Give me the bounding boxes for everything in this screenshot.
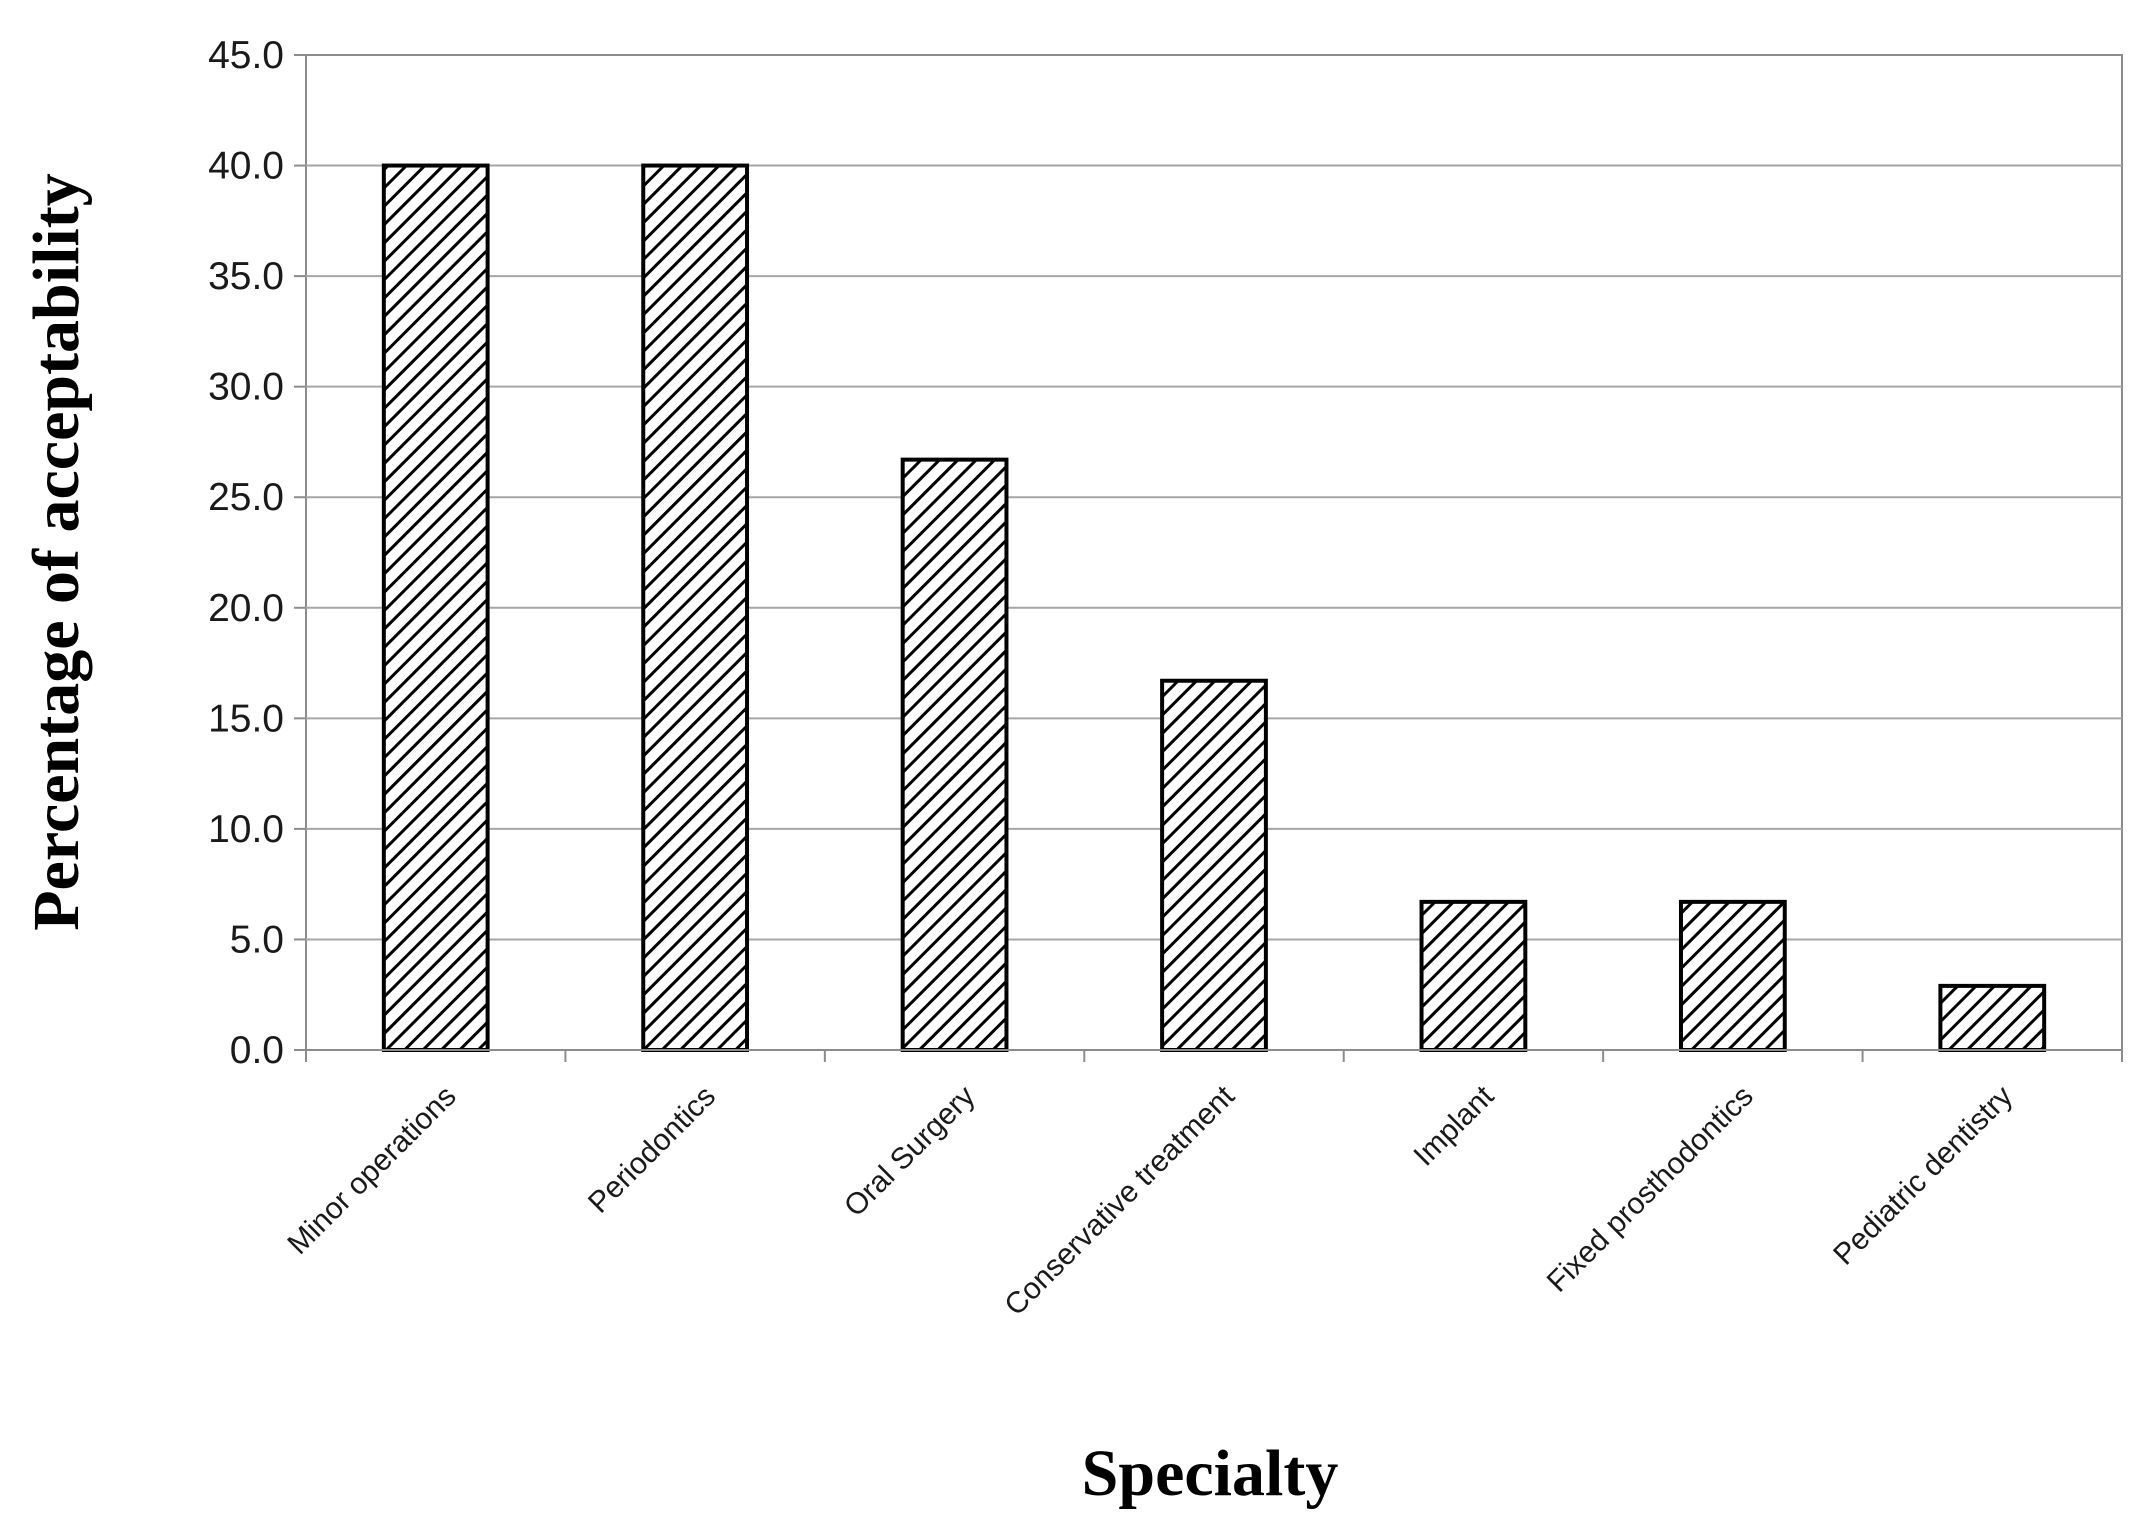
- y-tick-label: 20.0: [208, 587, 284, 630]
- bars: [381, 163, 2047, 1053]
- x-tick-label: Fixed prosthodontics: [1541, 1080, 1760, 1299]
- y-axis-title: Percentage of acceptability: [20, 173, 93, 931]
- bar: [1419, 899, 1528, 1052]
- y-tick-labels: 0.0 5.0 10.0 15.0 20.0 25.0 30.0 35.0 40.0 45.0: [208, 34, 284, 1072]
- bar: [1160, 678, 1268, 1052]
- y-tick-label: 5.0: [230, 918, 284, 961]
- x-tick-label: Conservative treatment: [998, 1079, 1241, 1322]
- x-tick-label: Implant: [1407, 1079, 1500, 1172]
- y-tick-label: 25.0: [208, 476, 284, 519]
- y-tick-label: 15.0: [208, 697, 284, 740]
- y-tick-label: 45.0: [208, 34, 284, 77]
- x-tick-label: Periodontics: [582, 1080, 722, 1220]
- bar: [1678, 899, 1787, 1052]
- gridlines: [306, 164, 2122, 941]
- y-tick-label: 40.0: [208, 145, 284, 188]
- x-tick-label: Oral Surgery: [838, 1080, 982, 1224]
- y-tick-label: 0.0: [230, 1029, 284, 1072]
- x-tick-label: Pediatric dentistry: [1827, 1080, 2019, 1272]
- bar: [1938, 983, 2047, 1053]
- x-tick-labels: Minor operations Periodontics Oral Surgery…: [281, 1079, 2019, 1322]
- x-axis-title: Specialty: [1082, 1437, 1339, 1510]
- bar: [900, 457, 1009, 1052]
- bar: [381, 163, 490, 1053]
- y-tick-label: 30.0: [208, 366, 284, 409]
- axes: [294, 54, 2123, 1062]
- y-tick-label: 10.0: [208, 808, 284, 851]
- bar: [641, 163, 750, 1053]
- y-tick-label: 35.0: [208, 255, 284, 298]
- x-tick-label: Minor operations: [281, 1080, 462, 1261]
